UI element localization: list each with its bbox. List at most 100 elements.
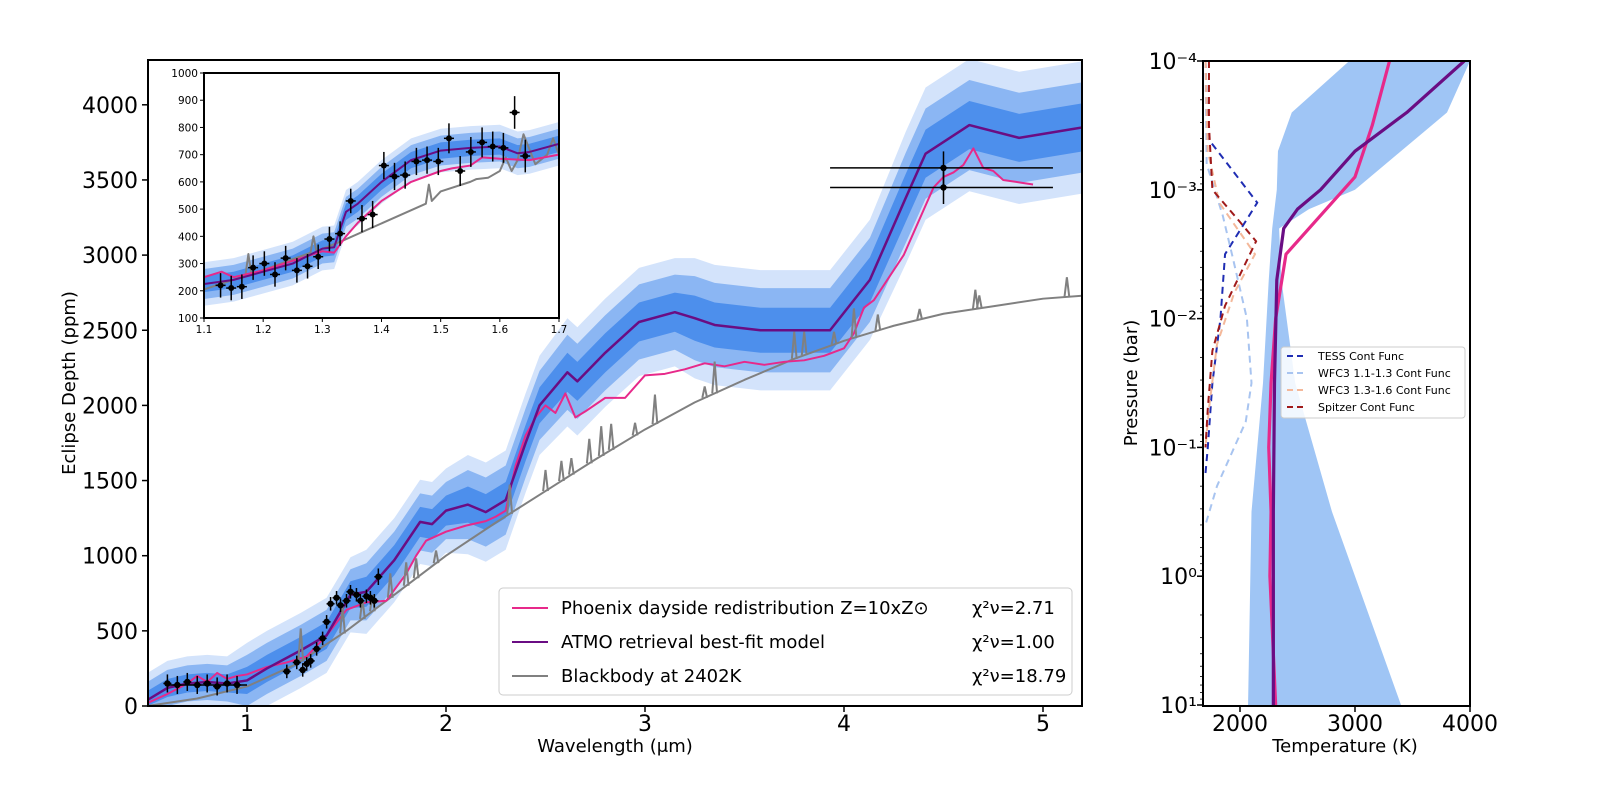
y-tick-label: 2500 bbox=[82, 319, 138, 344]
contribution-function-line bbox=[1204, 61, 1253, 525]
y-tick-label: 3000 bbox=[82, 244, 138, 269]
blackbody-spike bbox=[402, 562, 410, 586]
data-marker bbox=[413, 158, 420, 165]
blackbody-spike bbox=[651, 394, 659, 425]
data-marker bbox=[369, 211, 376, 218]
inset-observation-point bbox=[259, 251, 270, 276]
inset-observation-point bbox=[226, 275, 237, 301]
observation-point bbox=[312, 642, 321, 656]
data-marker bbox=[194, 681, 201, 689]
data-marker bbox=[261, 260, 268, 267]
data-marker bbox=[174, 681, 181, 689]
x-tick-label: 4 bbox=[837, 712, 851, 737]
data-marker bbox=[272, 271, 278, 278]
pt-x-axis-label: Temperature (K) bbox=[1271, 736, 1418, 757]
inset-observation-point bbox=[509, 96, 520, 129]
data-marker bbox=[391, 173, 398, 180]
data-marker bbox=[333, 594, 340, 601]
observation-point bbox=[282, 664, 291, 679]
observation-point bbox=[939, 151, 948, 185]
main-observations bbox=[163, 151, 1053, 696]
inset-observation-point bbox=[411, 147, 422, 176]
data-marker bbox=[204, 680, 211, 687]
inset-observation-point bbox=[443, 123, 454, 154]
data-marker bbox=[213, 683, 221, 690]
inset-y-tick-label: 100 bbox=[178, 313, 198, 325]
pt-legend-box bbox=[1280, 346, 1466, 419]
data-marker bbox=[326, 236, 333, 243]
inset-series-lines bbox=[204, 133, 559, 291]
data-marker bbox=[467, 148, 474, 155]
observation-point bbox=[346, 585, 355, 599]
blackbody-spike bbox=[607, 423, 615, 450]
main-plot-frame bbox=[147, 59, 1083, 707]
inset-observation-point bbox=[400, 161, 411, 189]
legend-chi2-blackbody: χ²ν=18.79 bbox=[972, 666, 1066, 687]
data-marker bbox=[500, 144, 507, 151]
inset-observation-point bbox=[389, 162, 400, 191]
observation-point bbox=[318, 631, 327, 646]
observation-point bbox=[213, 677, 222, 696]
data-marker bbox=[164, 680, 171, 687]
blackbody-spike bbox=[542, 469, 549, 492]
pt-y-axis-label: Pressure (bar) bbox=[1121, 320, 1142, 446]
x-tick-label: 5 bbox=[1036, 712, 1050, 737]
blackbody-spike bbox=[711, 361, 719, 394]
pt-series-lines bbox=[1267, 61, 1466, 706]
pt-y-tick-label: 10⁻² bbox=[1149, 308, 1197, 333]
data-marker bbox=[323, 618, 330, 626]
data-marker bbox=[347, 197, 354, 204]
main-spectrum-panel: 1 2 3 4 5 0 500 1000 1500 2000 2500 3000 3500 4000 W… bbox=[59, 59, 1083, 757]
data-marker bbox=[357, 597, 364, 604]
data-marker bbox=[435, 158, 442, 165]
legend-label-atmo: ATMO retrieval best-fit model bbox=[561, 632, 825, 653]
data-marker bbox=[353, 591, 360, 598]
data-marker bbox=[402, 172, 409, 179]
blackbody-spike bbox=[790, 331, 798, 359]
data-marker bbox=[511, 109, 518, 116]
data-marker bbox=[217, 282, 224, 289]
inset-observation-point bbox=[324, 226, 335, 252]
contribution-function-line bbox=[1204, 61, 1257, 448]
blackbody-spike bbox=[432, 550, 440, 564]
data-marker bbox=[299, 666, 306, 674]
inset-observation-point bbox=[520, 139, 531, 173]
pt-x-tick-label: 3000 bbox=[1327, 712, 1383, 737]
observation-point bbox=[332, 591, 341, 605]
data-marker bbox=[304, 263, 311, 270]
contribution-function-line bbox=[1204, 61, 1259, 474]
blackbody-spike bbox=[412, 558, 420, 579]
data-marker bbox=[337, 230, 344, 237]
blackbody-spike bbox=[830, 331, 838, 345]
data-marker bbox=[228, 285, 235, 292]
main-y-axis-label: Eclipse Depth (ppm) bbox=[59, 291, 80, 475]
inset-blackbody-line bbox=[204, 133, 559, 291]
inset-observation-point bbox=[465, 136, 476, 167]
inset-observation-point bbox=[248, 255, 259, 280]
inset-y-tick-label: 800 bbox=[178, 122, 198, 134]
pt-atmo-line bbox=[1271, 61, 1466, 705]
main-legend: Phoenix dayside redistribution Z=10xZ⊙ χ… bbox=[498, 587, 1073, 696]
observation-point bbox=[336, 598, 345, 613]
atmo-line bbox=[148, 123, 1082, 702]
y-tick-label: 500 bbox=[96, 620, 138, 645]
inset-x-tick-label: 1.4 bbox=[373, 324, 390, 336]
blackbody-spike bbox=[916, 308, 923, 320]
legend-label-phoenix: Phoenix dayside redistribution Z=10xZ⊙ bbox=[561, 598, 929, 619]
data-marker bbox=[233, 681, 241, 689]
legend-label-spitzer: Spitzer Cont Func bbox=[1318, 401, 1415, 414]
pt-confidence-band bbox=[1248, 61, 1470, 705]
observation-point bbox=[292, 655, 301, 670]
legend-label-tess: TESS Cont Func bbox=[1317, 350, 1404, 363]
inset-y-tick-label: 600 bbox=[178, 177, 198, 189]
data-marker bbox=[457, 168, 464, 174]
contribution-functions bbox=[1204, 61, 1259, 525]
inset-y-tick-label: 500 bbox=[178, 204, 198, 216]
inset-x-tick-label: 1.6 bbox=[491, 324, 508, 336]
inset-observation-point bbox=[477, 127, 488, 158]
data-marker bbox=[282, 255, 289, 262]
observation-point bbox=[298, 663, 307, 677]
legend-chi2-phoenix: χ²ν=2.71 bbox=[972, 598, 1055, 619]
observation-point bbox=[370, 594, 379, 608]
